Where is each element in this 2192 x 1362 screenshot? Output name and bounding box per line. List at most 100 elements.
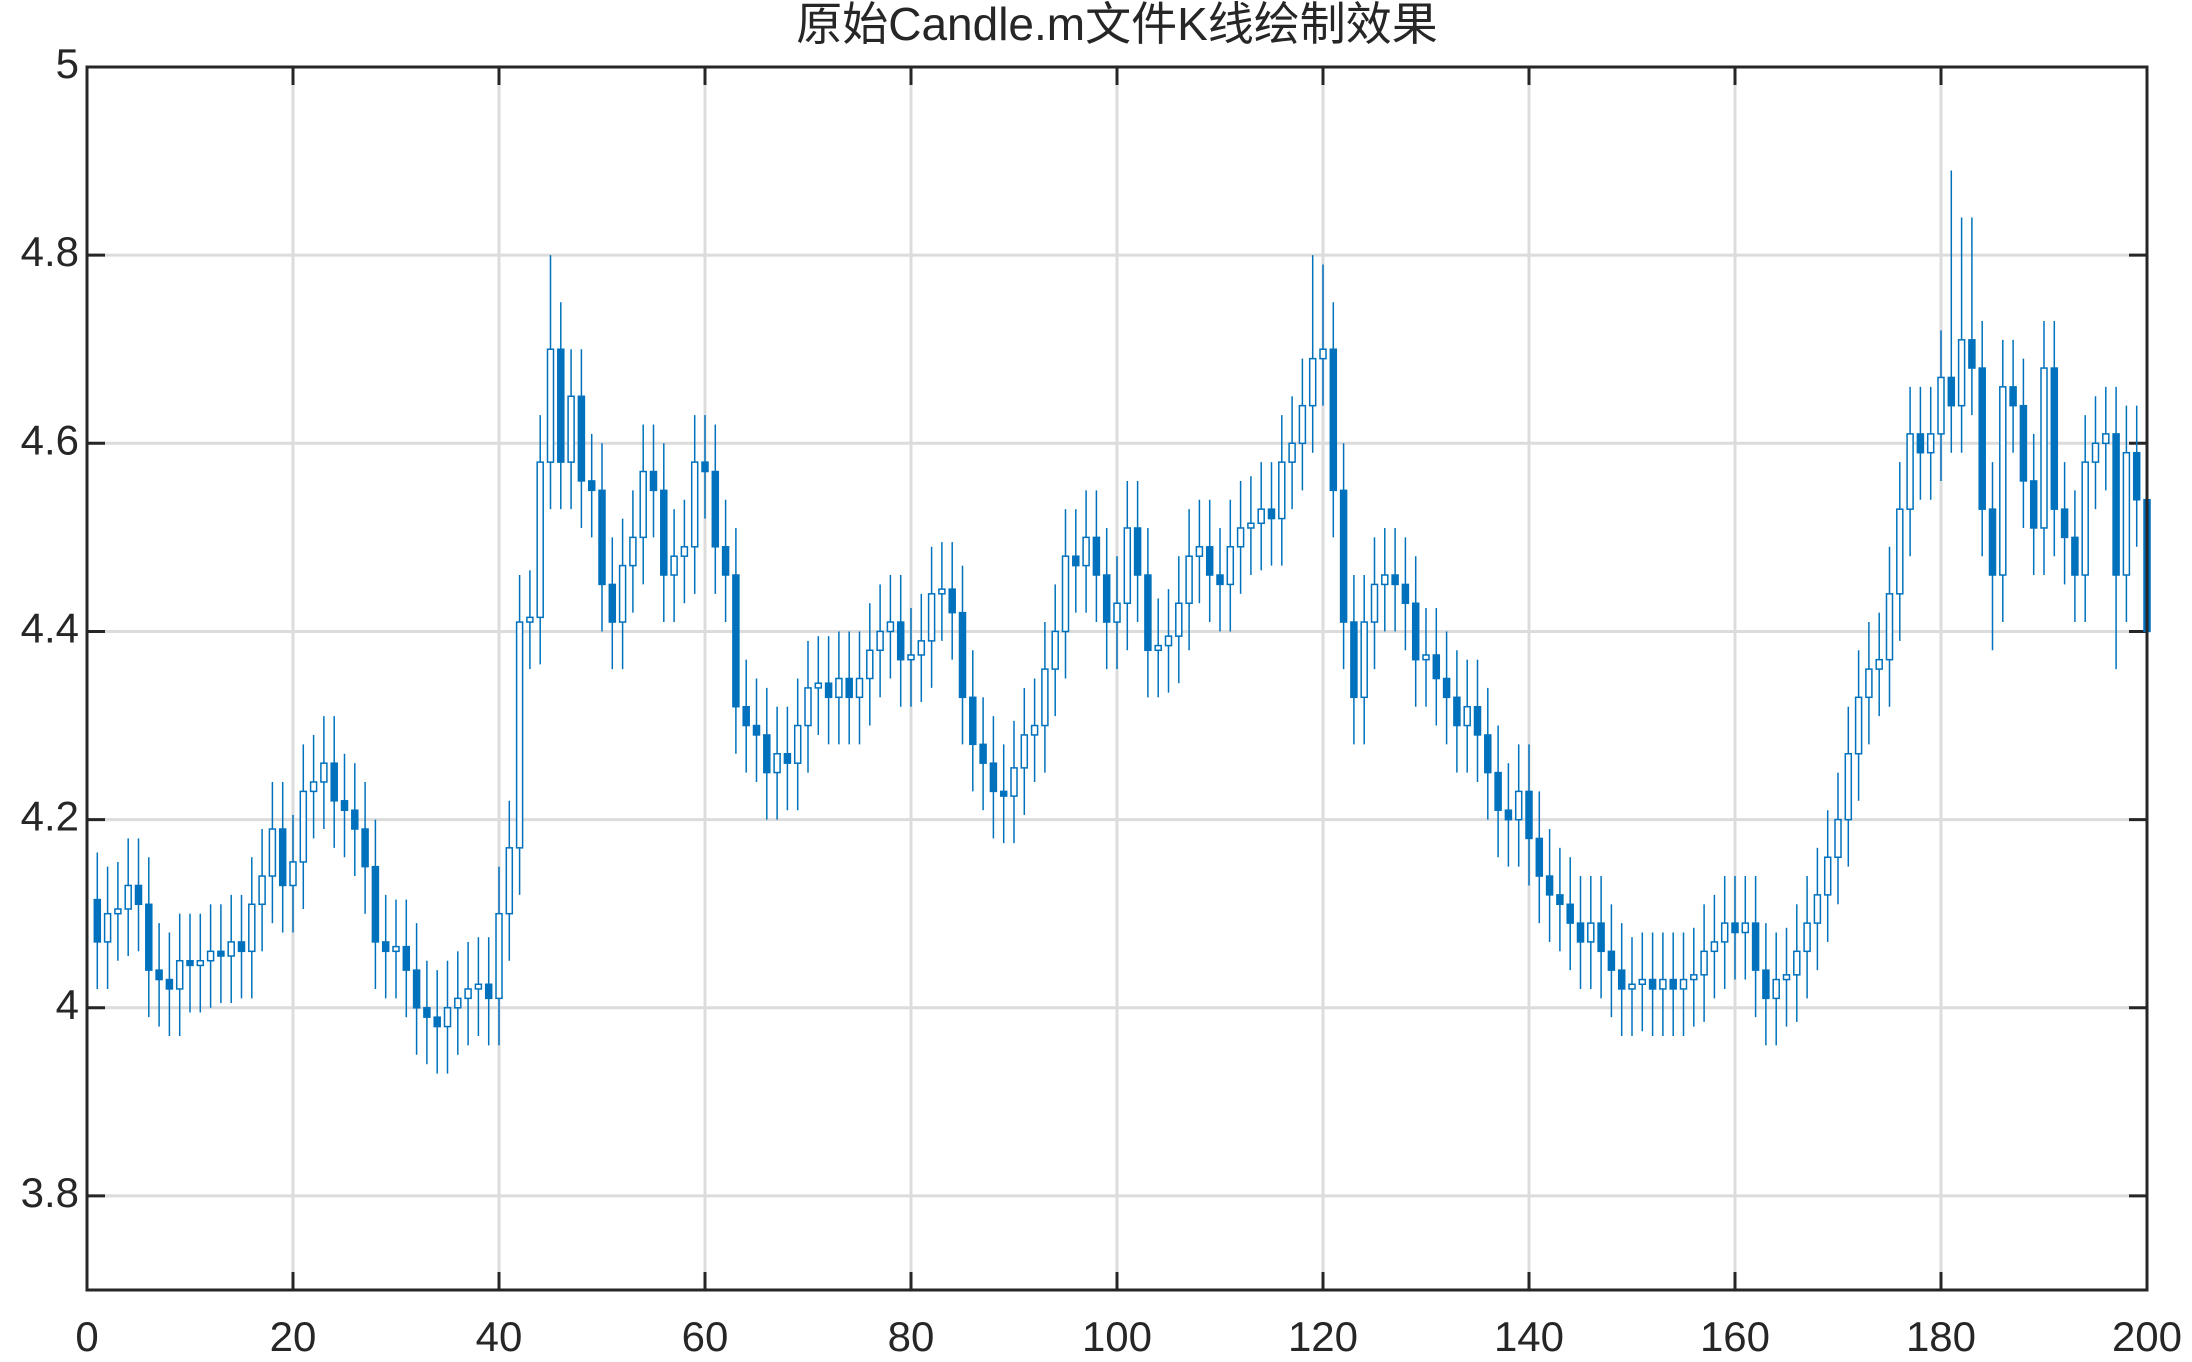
candle-body [1751,922,1760,971]
candle-body [711,470,720,548]
candle-body [2029,480,2038,529]
candle-body [1463,705,1471,727]
candle-body [557,348,565,463]
candle-body [1978,367,1986,510]
candle-body [2091,442,2100,463]
candle-body [2132,451,2141,501]
candle-body [639,470,647,539]
candle-body [526,616,534,623]
candle-body [989,762,998,793]
candle-body [1731,922,1739,934]
candle-body [237,941,246,953]
x-tick-label: 60 [682,1313,729,1360]
candle-body [660,489,668,576]
candle-body [145,903,153,971]
candle-body [1535,837,1544,877]
candle-body [1545,875,1554,896]
y-tick-label: 4 [56,981,79,1028]
candle-body [1494,771,1502,811]
candle-body [268,828,277,877]
candle-body [721,546,730,576]
candle-body [402,945,411,971]
candle-body [938,588,946,595]
candle-body [1247,522,1255,529]
candle-body [948,588,956,614]
candle-body [2050,367,2059,510]
candle-body [1659,978,1667,990]
candle-body [1360,621,1368,699]
candle-body [577,395,586,482]
candle-body [505,847,514,915]
candle-body [1113,602,1121,623]
candle-body [1350,621,1358,699]
candle-body [783,753,792,764]
candle-body [340,800,349,811]
candle-body [763,734,771,774]
candle-body [1411,602,1420,661]
candle-body [1432,654,1441,680]
candle-body [1576,922,1585,943]
candle-body [1154,644,1162,652]
candle-body [2102,433,2110,445]
candle-body [278,828,287,887]
candle-body [629,536,637,567]
candle-body [309,781,318,793]
x-tick-label: 160 [1700,1313,1770,1360]
candle-body [464,988,472,1000]
candle-body [1865,668,1873,699]
candle-body [258,875,266,906]
candle-body [1607,950,1616,971]
candle-body [680,546,689,557]
candle-body [804,687,812,727]
candle-body [474,983,483,990]
candle-body [927,593,936,642]
candle-body [423,1007,431,1018]
x-tick-label: 100 [1082,1313,1152,1360]
candle-body [134,884,143,906]
candle-body [361,828,369,868]
candle-body [896,621,905,661]
candle-body [124,884,132,910]
candle-body [1885,593,1894,661]
candle-body [2071,536,2079,576]
candle-body [1072,555,1080,567]
candle-body [1257,508,1265,525]
candle-body [515,621,524,849]
candle-body [1875,658,1883,670]
candle-body [2060,508,2069,539]
candle-body [2040,367,2048,529]
candle-body [999,790,1008,797]
y-tick-label: 4.8 [21,228,79,275]
candle-body [1906,433,1914,510]
candle-body [351,809,359,830]
candle-body [1988,508,1997,576]
candle-body [1339,489,1348,623]
candle-body [1381,574,1389,586]
candle-body [103,912,112,943]
candle-body [969,696,977,746]
x-tick-label: 140 [1494,1313,1564,1360]
candle-body [1638,978,1647,985]
candle-body [1823,856,1832,896]
candle-body [1391,574,1399,586]
candle-body [587,480,596,492]
candle-body [2122,451,2131,576]
candle-body [155,969,163,981]
candle-body [1957,339,1966,407]
candle-body [1175,602,1183,637]
candle-body [1720,922,1729,943]
candle-body [1185,555,1193,604]
candle-body [1514,790,1523,821]
candle-body [1453,696,1461,727]
candle-body [1566,903,1574,924]
candle-body [1082,536,1090,567]
candle-body [1267,508,1276,520]
candle-body [1525,790,1533,840]
candle-body [773,753,781,774]
candle-body [1926,433,1935,454]
candle-body [752,724,761,736]
candle-body [443,1007,452,1028]
x-tick-label: 180 [1906,1313,1976,1360]
candle-body [1504,809,1513,821]
candle-body [484,983,493,1000]
